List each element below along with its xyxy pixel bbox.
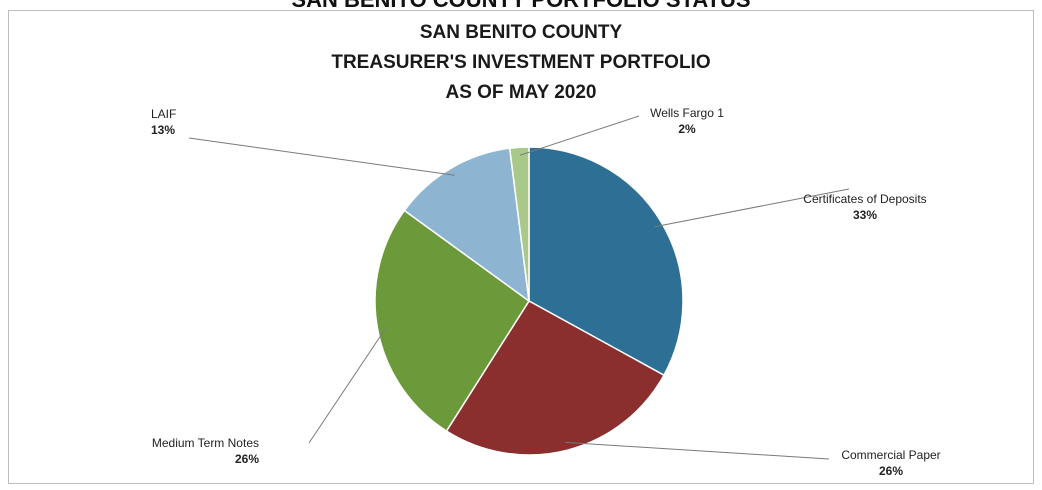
chart-title-line-2: TREASURER'S INVESTMENT PORTFOLIO bbox=[331, 52, 710, 73]
leader-line-1 bbox=[654, 188, 850, 228]
leader-line-4 bbox=[188, 137, 455, 176]
chart-title: SAN BENITO COUNTY TREASURER'S INVESTMENT … bbox=[331, 22, 710, 103]
page-header: SAN BENITO COUNTY PORTFOLIO STATUS bbox=[0, 0, 1042, 13]
slice-label-4: LAIF bbox=[151, 107, 176, 121]
slice-label-3: Medium Term Notes bbox=[152, 436, 259, 450]
leader-line-3 bbox=[308, 328, 387, 444]
pie-slice-commercial-paper bbox=[445, 300, 665, 456]
slice-label-1: Certificates of Deposits bbox=[803, 192, 926, 206]
slice-label-2: Commercial Paper bbox=[841, 448, 940, 462]
leader-line-5 bbox=[519, 115, 640, 156]
slice-percent-5: 2% bbox=[678, 122, 696, 136]
slice-label-5: Wells Fargo 1 bbox=[650, 106, 724, 120]
slice-percent-2: 26% bbox=[879, 464, 903, 478]
leader-lines bbox=[188, 115, 850, 460]
chart-frame: SAN BENITO COUNTY TREASURER'S INVESTMENT … bbox=[8, 10, 1034, 484]
slice-percent-1: 33% bbox=[853, 208, 877, 222]
pie-slices bbox=[374, 146, 684, 456]
leader-line-2 bbox=[565, 441, 830, 460]
chart-title-line-1: SAN BENITO COUNTY bbox=[420, 22, 623, 43]
pie-slice-wells-fargo-1 bbox=[508, 146, 530, 302]
slice-labels: Certificates of Deposits 33% Commercial Pa… bbox=[151, 106, 941, 478]
slice-percent-4: 13% bbox=[151, 123, 175, 137]
pie-slice-laif bbox=[403, 147, 530, 303]
slice-percent-3: 26% bbox=[235, 452, 259, 466]
pie-slice-medium-term-notes bbox=[374, 209, 531, 433]
pie-chart: SAN BENITO COUNTY TREASURER'S INVESTMENT … bbox=[151, 22, 941, 478]
pie-slice-certificates-of-deposits bbox=[528, 146, 684, 377]
chart-title-line-3: AS OF MAY 2020 bbox=[445, 82, 596, 103]
